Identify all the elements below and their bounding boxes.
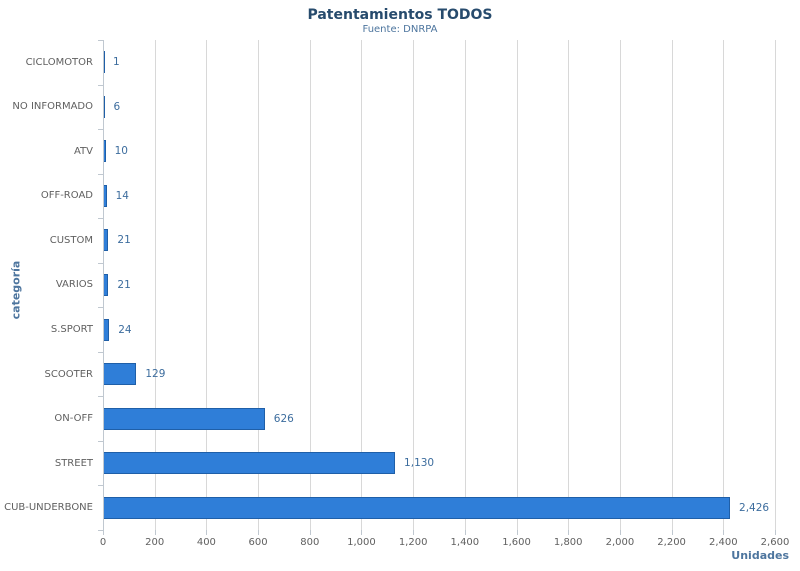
category-label: CUB-UNDERBONE [4,502,93,514]
gridline [723,40,725,530]
y-axis-tick [98,530,103,531]
x-axis-tick [206,530,208,535]
y-axis-tick [98,85,103,86]
x-axis-tick-label: 1,400 [450,537,480,548]
y-axis-tick [98,485,103,486]
category-label: OFF-ROAD [40,190,93,202]
bar-row: ATV 10 [74,129,775,174]
category-label: SCOOTER [44,368,93,380]
x-axis-tick [464,530,466,535]
x-axis-tick [103,530,104,535]
bar-value-label: 129 [145,368,166,381]
gridline [775,40,776,530]
category-label: CUSTOM [49,234,93,246]
y-axis-tick [98,396,103,397]
bar[interactable] [103,452,396,475]
chart-title: Patentamientos TODOS [307,7,493,23]
y-axis-line [103,40,104,530]
x-axis-tick-label: 2,200 [657,537,686,548]
bar-value-label: 1 [113,56,120,69]
x-axis-tick-label: 800 [300,537,320,548]
gridline [309,40,311,530]
x-axis-tick-label: 0 [99,537,107,548]
gridline [568,40,570,530]
bar-row: CUB-UNDERBONE 2,426 [4,485,775,530]
x-axis-tick-label: 400 [196,537,216,548]
category-label: ON-OFF [54,413,93,425]
x-axis-tick [619,530,621,535]
bar-row: S.SPORT 24 [51,307,775,352]
bar-value-label: 626 [273,412,294,425]
bar-value-label: 10 [114,145,128,158]
bar-row: ON-OFF 626 [54,396,775,441]
bar-row: VARIOS 21 [56,263,775,308]
x-axis-tick-label: 2,400 [708,537,738,548]
category-label: ATV [73,145,93,157]
x-axis-tick-label: 2,600 [760,537,790,548]
x-axis-title: Unidades [731,549,789,562]
gridline [619,40,621,530]
bar-value-label: 21 [117,234,131,247]
y-axis-tick [98,263,103,264]
x-axis-tick-label: 1,800 [553,537,583,548]
category-label: NO INFORMADO [12,101,93,113]
y-axis-title: categoría [9,260,23,320]
bar[interactable] [103,407,265,430]
x-axis-tick [413,530,415,535]
bar-value-label: 2,426 [739,501,770,514]
bar-value-label: 24 [118,323,132,336]
x-axis-tick [723,530,725,535]
category-label: STREET [54,457,93,469]
y-axis-tick [98,307,103,308]
category-label: S.SPORT [50,324,93,336]
gridline [258,40,260,530]
x-axis-tick [309,530,311,535]
bar[interactable] [103,496,731,519]
y-axis-tick [98,129,103,130]
plot-area: CICLOMOTOR 1 NO INFORMADO 6 ATV 10 OFF-ROAD 14 C… [4,40,776,530]
bar-row: CICLOMOTOR 1 [26,40,775,85]
bar-value-label: 6 [113,100,121,113]
bar-value-label: 14 [115,189,129,202]
x-axis-tick [568,530,570,535]
x-axis-tick [361,530,363,535]
x-axis-tick-label: 200 [145,537,165,548]
bar-row: NO INFORMADO 6 [12,85,775,130]
gridline [464,40,466,530]
bar-row: CUSTOM 21 [50,218,775,263]
y-axis-tick [98,441,103,442]
x-axis-tick [258,530,260,535]
category-label: VARIOS [55,279,93,291]
bar-row: OFF-ROAD 14 [41,174,775,219]
bar-row: STREET 1,130 [55,441,775,486]
y-axis-tick [98,174,103,175]
x-axis-tick [516,530,518,535]
gridline [361,40,363,530]
x-axis-tick-label: 1,000 [347,537,376,548]
gridline [516,40,518,530]
bar-value-label: 21 [117,278,131,291]
gridline [671,40,673,530]
bar-value-label: 1,130 [404,457,435,470]
x-axis-tick [671,530,673,535]
y-axis-tick [98,218,103,219]
chart-subtitle: Fuente: DNRPA [362,24,438,35]
x-axis-tick-label: 1,600 [502,537,531,548]
x-axis-tick-label: 2,000 [605,537,635,548]
gridline [154,40,156,530]
bar-row: SCOOTER 129 [45,352,775,397]
gridline [413,40,415,530]
x-axis-tick [154,530,156,535]
gridline [206,40,208,530]
x-axis-tick-label: 1,200 [398,537,428,548]
y-axis-tick [98,352,103,353]
x-axis-tick-label: 600 [248,537,268,548]
x-axis-tick [775,530,776,535]
bar[interactable] [103,363,137,386]
y-axis-tick [98,40,103,41]
category-label: CICLOMOTOR [25,56,93,68]
